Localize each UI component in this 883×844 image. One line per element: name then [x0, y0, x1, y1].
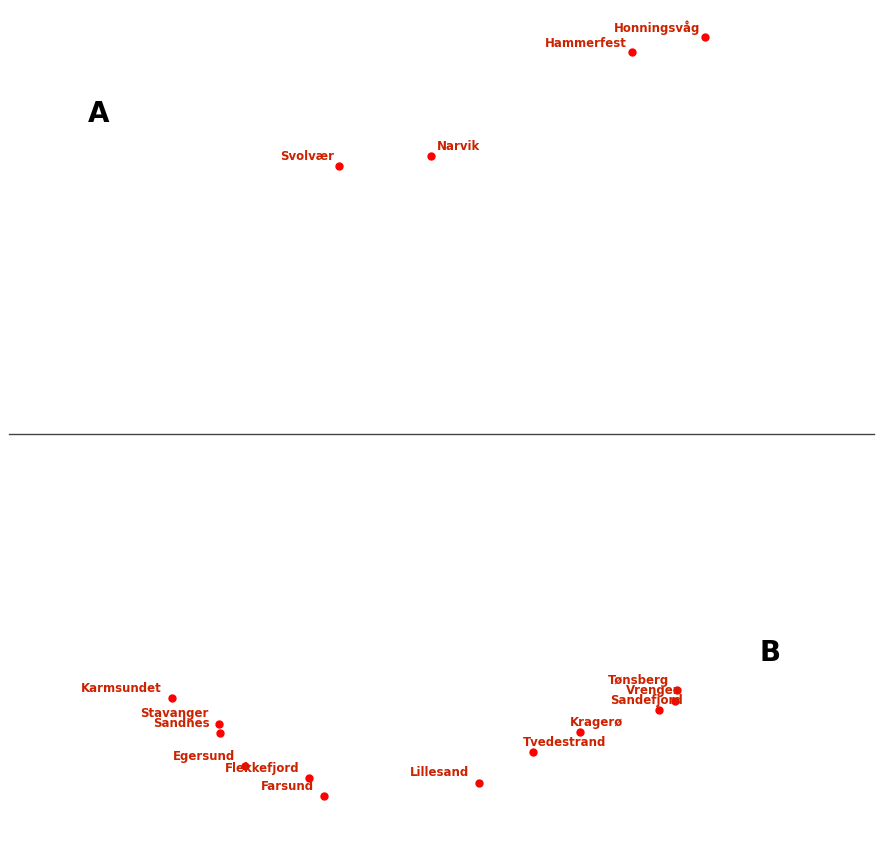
- Text: Egersund: Egersund: [173, 749, 236, 762]
- Text: Svolvær: Svolvær: [281, 150, 335, 163]
- Text: Tønsberg: Tønsberg: [608, 673, 669, 686]
- Text: Vrengen: Vrengen: [626, 684, 682, 696]
- Text: Hammerfest: Hammerfest: [545, 36, 627, 50]
- Text: A: A: [88, 100, 109, 127]
- Text: Sandefjord: Sandefjord: [610, 694, 683, 706]
- Text: Flekkefjord: Flekkefjord: [224, 761, 299, 775]
- Text: Sandnes: Sandnes: [154, 717, 210, 729]
- Text: Kragerø: Kragerø: [570, 715, 623, 728]
- Text: Stavanger: Stavanger: [140, 706, 209, 720]
- Text: B: B: [759, 638, 781, 666]
- Text: Lillesand: Lillesand: [410, 766, 469, 778]
- Text: Honningsvåg: Honningsvåg: [615, 20, 700, 35]
- Text: Farsund: Farsund: [260, 779, 314, 792]
- Text: Karmsundet: Karmsundet: [81, 681, 162, 694]
- Text: Narvik: Narvik: [437, 140, 480, 154]
- Text: Tvedestrand: Tvedestrand: [523, 735, 607, 749]
